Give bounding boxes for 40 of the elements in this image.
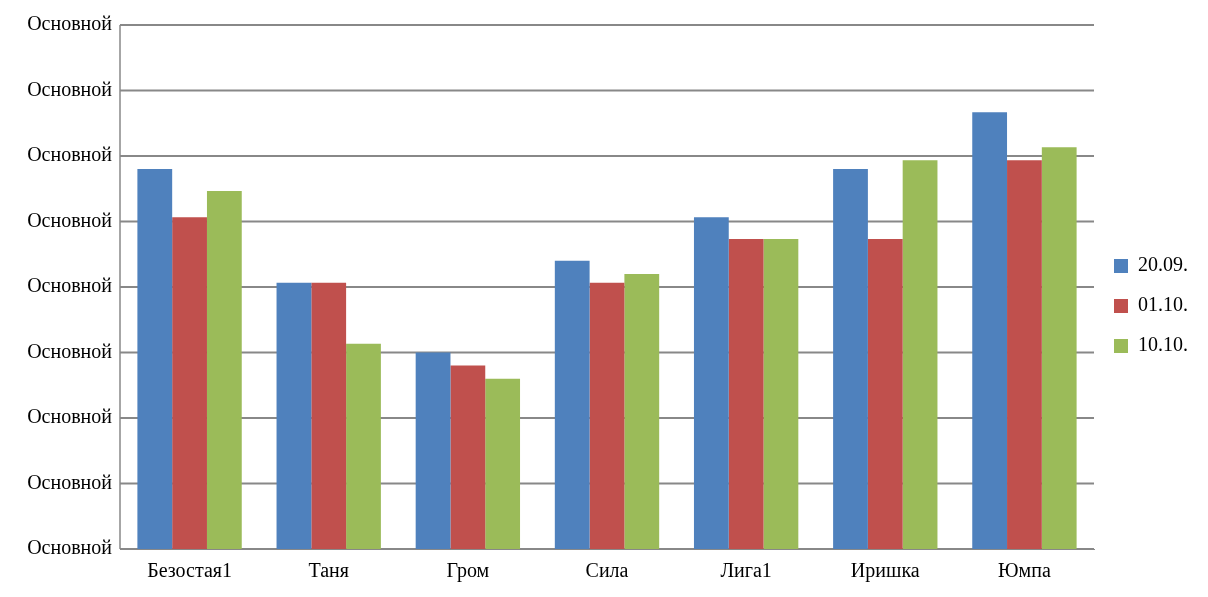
text: Основной — [27, 208, 113, 231]
bar — [972, 112, 1008, 549]
bar — [485, 378, 521, 549]
bar — [137, 169, 173, 549]
x-tick-label: Иришка — [850, 559, 920, 583]
x-tick-label: Юмпа — [998, 559, 1051, 582]
bar — [902, 160, 938, 549]
text: Основной — [27, 274, 113, 297]
text: Основной — [27, 405, 113, 428]
bar — [833, 169, 868, 549]
text: Основной — [27, 77, 113, 100]
bar — [1007, 160, 1042, 549]
x-tick-label: Безостая1 — [147, 559, 232, 582]
text: Основной — [27, 12, 113, 35]
legend-label: 10.10. — [1138, 333, 1188, 356]
bar — [554, 260, 590, 549]
x-tick-label: Сила — [585, 559, 629, 582]
legend-label: 20.09. — [1138, 253, 1188, 276]
x-tick-label: Лига1 — [720, 559, 772, 582]
bar — [763, 238, 799, 549]
bar — [624, 273, 660, 549]
bar — [206, 190, 242, 549]
text: Основной — [27, 339, 113, 362]
bar — [867, 238, 903, 549]
bar — [276, 282, 312, 549]
bar — [728, 238, 764, 549]
bar — [1041, 147, 1077, 549]
text: Основной — [27, 470, 113, 493]
text: Основной — [27, 143, 113, 166]
bar — [450, 365, 486, 549]
x-tick-label: Таня — [308, 559, 349, 582]
bar — [693, 217, 729, 549]
bar — [589, 282, 625, 549]
bar — [346, 343, 381, 549]
bar — [311, 282, 347, 549]
bar — [415, 352, 451, 549]
x-tick-label: Гром — [446, 559, 490, 583]
text: Основной — [27, 536, 113, 559]
bar — [172, 217, 207, 549]
legend-label: 01.10. — [1138, 293, 1188, 316]
